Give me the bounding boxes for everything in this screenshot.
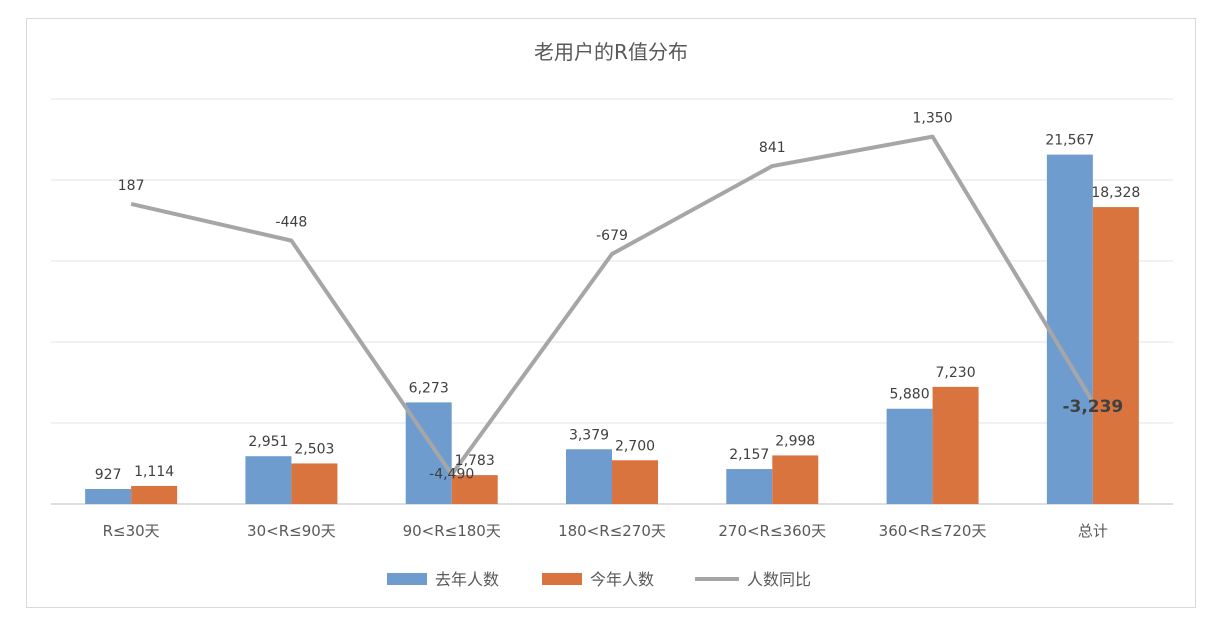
category-label: R≤30天 bbox=[103, 522, 160, 540]
label-yoy: -4,490 bbox=[429, 466, 474, 482]
category-label: 360<R≤720天 bbox=[879, 522, 987, 540]
category-label: 90<R≤180天 bbox=[403, 522, 501, 540]
label-this-year: 2,700 bbox=[615, 438, 655, 454]
bar-last-year bbox=[726, 469, 773, 504]
bars bbox=[85, 154, 1139, 504]
bar-last-year bbox=[886, 408, 933, 504]
label-last-year: 2,157 bbox=[729, 447, 769, 463]
label-last-year: 21,567 bbox=[1045, 133, 1094, 149]
label-this-year: 2,503 bbox=[294, 441, 334, 457]
bar-last-year bbox=[1046, 154, 1093, 504]
label-last-year: 3,379 bbox=[569, 427, 609, 443]
category-label: 总计 bbox=[1078, 522, 1108, 540]
legend-label: 今年人数 bbox=[590, 570, 654, 589]
label-this-year: 18,328 bbox=[1091, 185, 1140, 201]
legend-swatch bbox=[387, 573, 427, 585]
legend: 去年人数 今年人数 人数同比 bbox=[387, 570, 811, 589]
data-labels: 927 1,114 2,951 2,503 6,273 1,783 3,379 2,700 2,… bbox=[95, 111, 1141, 483]
bar-this-year bbox=[932, 386, 979, 504]
bar-last-year bbox=[566, 449, 612, 504]
bar-this-year bbox=[612, 460, 658, 504]
label-yoy: 187 bbox=[118, 178, 145, 194]
label-last-year: 2,951 bbox=[248, 434, 288, 450]
label-this-year: 2,998 bbox=[775, 433, 815, 449]
chart-svg: 老用户的R值分布 927 1,114 2,951 2,503 6,273 1,783 3,3… bbox=[51, 40, 1173, 589]
yoy-line bbox=[130, 134, 1095, 477]
bar-this-year bbox=[1092, 207, 1139, 504]
bar-this-year bbox=[291, 463, 338, 504]
label-this-year: 1,783 bbox=[455, 453, 495, 469]
bar-last-year bbox=[85, 488, 132, 504]
legend-label: 人数同比 bbox=[747, 570, 811, 589]
bar-this-year bbox=[772, 455, 819, 504]
label-last-year: 6,273 bbox=[409, 380, 449, 396]
label-yoy: -3,239 bbox=[1062, 397, 1123, 417]
bar-this-year bbox=[131, 485, 178, 504]
legend-label: 去年人数 bbox=[435, 570, 499, 589]
legend-swatch bbox=[542, 573, 582, 585]
gridlines bbox=[51, 98, 1173, 505]
label-this-year: 7,230 bbox=[936, 365, 976, 381]
category-label: 270<R≤360天 bbox=[718, 522, 826, 540]
chart-frame: 老用户的R值分布 927 1,114 2,951 2,503 6,273 1,783 3,3… bbox=[26, 18, 1196, 608]
label-this-year: 1,114 bbox=[134, 464, 174, 480]
label-yoy: 841 bbox=[759, 140, 786, 156]
bar-last-year bbox=[245, 456, 292, 504]
label-yoy: -448 bbox=[276, 215, 308, 231]
yoy-line-path bbox=[130, 134, 1095, 477]
category-label: 180<R≤270天 bbox=[558, 522, 666, 540]
label-last-year: 5,880 bbox=[890, 387, 930, 403]
label-yoy: -679 bbox=[596, 228, 628, 244]
label-last-year: 927 bbox=[95, 467, 122, 483]
bar-this-year bbox=[451, 475, 498, 504]
chart-title: 老用户的R值分布 bbox=[534, 40, 688, 64]
label-yoy: 1,350 bbox=[913, 111, 953, 127]
category-label: 30<R≤90天 bbox=[247, 522, 336, 540]
category-labels: R≤30天 30<R≤90天 90<R≤180天 180<R≤270天 270<R≤36… bbox=[103, 522, 1108, 540]
